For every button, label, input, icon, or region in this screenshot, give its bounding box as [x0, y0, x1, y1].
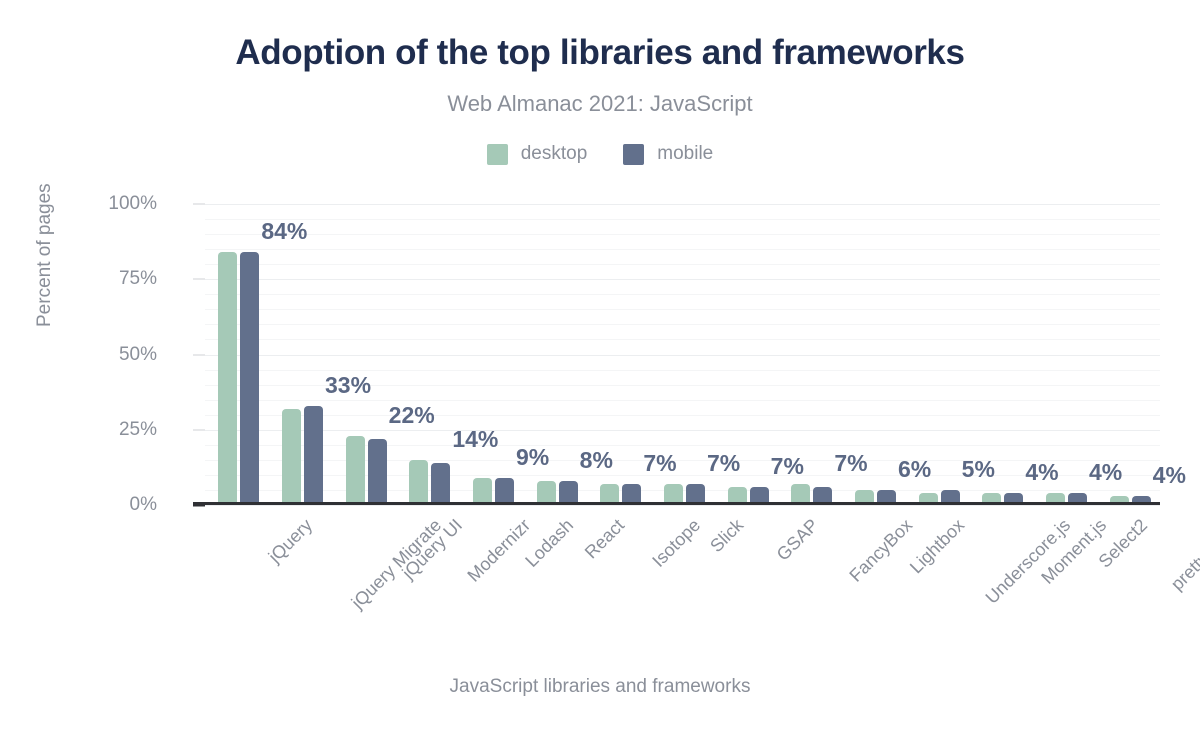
bar-mobile[interactable] — [431, 462, 451, 505]
y-axis-tick-mark — [193, 429, 205, 431]
bar-value-label: 5% — [961, 455, 995, 482]
bar-value-label: 84% — [261, 218, 308, 245]
bar-group — [536, 204, 578, 505]
bar-mobile[interactable] — [940, 489, 960, 505]
y-axis-tick-label: 50% — [118, 343, 157, 365]
y-axis-tick-label: 0% — [129, 494, 157, 515]
bar-mobile[interactable] — [749, 486, 769, 505]
y-axis-tick-mark — [193, 203, 205, 205]
bar-desktop[interactable] — [536, 480, 556, 505]
y-axis-tick-mark — [193, 354, 205, 355]
legend-swatch-mobile — [623, 143, 645, 165]
bar-mobile[interactable] — [1004, 492, 1024, 505]
x-axis-baseline — [193, 502, 1160, 505]
bar-group — [473, 204, 514, 505]
bar-group — [664, 204, 705, 505]
x-axis-tick-label: Slick — [705, 515, 747, 557]
x-axis-tick-label: GSAP — [772, 515, 823, 565]
bar-desktop[interactable] — [855, 489, 874, 505]
y-axis-tick-label: 75% — [118, 268, 157, 290]
plot-area: 84% 33% 22% 14% 9% 8% 7% 7% 7% 7% 6% 5% 4% 4% 4% 0% 25%… — [108, 193, 1200, 613]
chart-legend: desktop mobile — [0, 143, 1200, 165]
legend-item-mobile[interactable]: mobile — [623, 143, 713, 165]
bar-value-label: 7% — [643, 449, 677, 476]
bar-mobile[interactable] — [813, 486, 833, 505]
bar-value-label: 7% — [707, 449, 741, 476]
bar-group — [791, 204, 833, 505]
bar-desktop[interactable] — [664, 483, 683, 505]
bar-group — [982, 204, 1024, 505]
bar-value-label: 14% — [452, 425, 499, 452]
x-axis-tick-label: jQuery — [264, 515, 316, 567]
legend-label-desktop: desktop — [520, 143, 588, 164]
bar-desktop[interactable] — [982, 492, 1002, 505]
chart-title: Adoption of the top libraries and framew… — [235, 33, 965, 72]
bar-desktop[interactable] — [218, 252, 238, 505]
bar-group — [409, 204, 451, 505]
bar-desktop[interactable] — [282, 408, 301, 505]
bar-desktop[interactable] — [345, 435, 365, 505]
bar-mobile[interactable] — [877, 489, 896, 505]
legend-swatch-desktop — [486, 143, 508, 165]
gridline — [205, 505, 1160, 506]
bar-groups: 84% 33% 22% 14% 9% 8% 7% 7% 7% 7% 6% 5% 4% 4% 4% — [205, 204, 1186, 505]
bar-desktop[interactable] — [600, 483, 620, 505]
bar-desktop[interactable] — [1109, 495, 1129, 505]
bar-desktop[interactable] — [1046, 492, 1065, 505]
bar-value-label: 4% — [1152, 461, 1186, 488]
bar-desktop[interactable] — [473, 477, 492, 505]
bar-mobile[interactable] — [622, 483, 642, 505]
bar-group — [282, 204, 323, 505]
bar-mobile[interactable] — [558, 480, 578, 505]
bar-mobile[interactable] — [304, 405, 323, 505]
x-axis-tick-label: Isotope — [648, 515, 705, 571]
bar-mobile[interactable] — [495, 477, 514, 505]
bar-mobile[interactable] — [240, 252, 260, 505]
x-axis-tick-label: Lightbox — [905, 515, 968, 578]
y-axis-tick-label: 25% — [118, 418, 157, 440]
bar-value-label: 7% — [770, 452, 804, 479]
bar-value-label: 22% — [388, 401, 435, 428]
bar-group — [345, 204, 387, 505]
x-axis-tick-label: FancyBox — [845, 515, 917, 586]
x-axis-tick-label: prettyPhoto — [1167, 515, 1200, 595]
bar-value-label: 7% — [834, 449, 868, 476]
bar-group — [918, 204, 960, 505]
bar-group — [855, 204, 896, 505]
bar-desktop[interactable] — [727, 486, 747, 505]
bar-group — [727, 204, 769, 505]
bar-mobile[interactable] — [1068, 492, 1087, 505]
bar-value-label: 4% — [1089, 458, 1123, 485]
bar-group — [1046, 204, 1087, 505]
bar-mobile[interactable] — [686, 483, 705, 505]
bar-value-label: 6% — [898, 455, 932, 482]
bar-group — [600, 204, 642, 505]
x-axis-tick-label: Modernizr — [463, 515, 535, 586]
x-axis-tick-label: React — [580, 515, 629, 563]
y-axis-tick-mark — [193, 278, 205, 280]
bar-mobile[interactable] — [367, 438, 387, 505]
y-axis-tick-label: 100% — [108, 193, 157, 214]
bar-mobile[interactable] — [1131, 495, 1151, 505]
bar-desktop[interactable] — [409, 459, 429, 505]
bar-value-label: 9% — [516, 443, 550, 470]
bar-value-label: 33% — [325, 371, 372, 398]
chart-subtitle: Web Almanac 2021: JavaScript — [447, 91, 753, 116]
bar-group — [1109, 204, 1151, 505]
bar-desktop[interactable] — [918, 492, 938, 505]
legend-label-mobile: mobile — [657, 143, 714, 164]
bar-value-label: 8% — [579, 446, 613, 473]
x-axis-title: JavaScript libraries and frameworks — [449, 676, 751, 697]
legend-item-desktop[interactable]: desktop — [486, 143, 588, 165]
bar-desktop[interactable] — [791, 483, 811, 505]
bar-value-label: 4% — [1025, 458, 1059, 485]
x-axis-labels: jQuery jQuery Migrate jQuery UI Modernizr Lo… — [205, 204, 1200, 613]
y-axis-tick-mark — [193, 503, 205, 507]
bar-group — [218, 204, 260, 505]
